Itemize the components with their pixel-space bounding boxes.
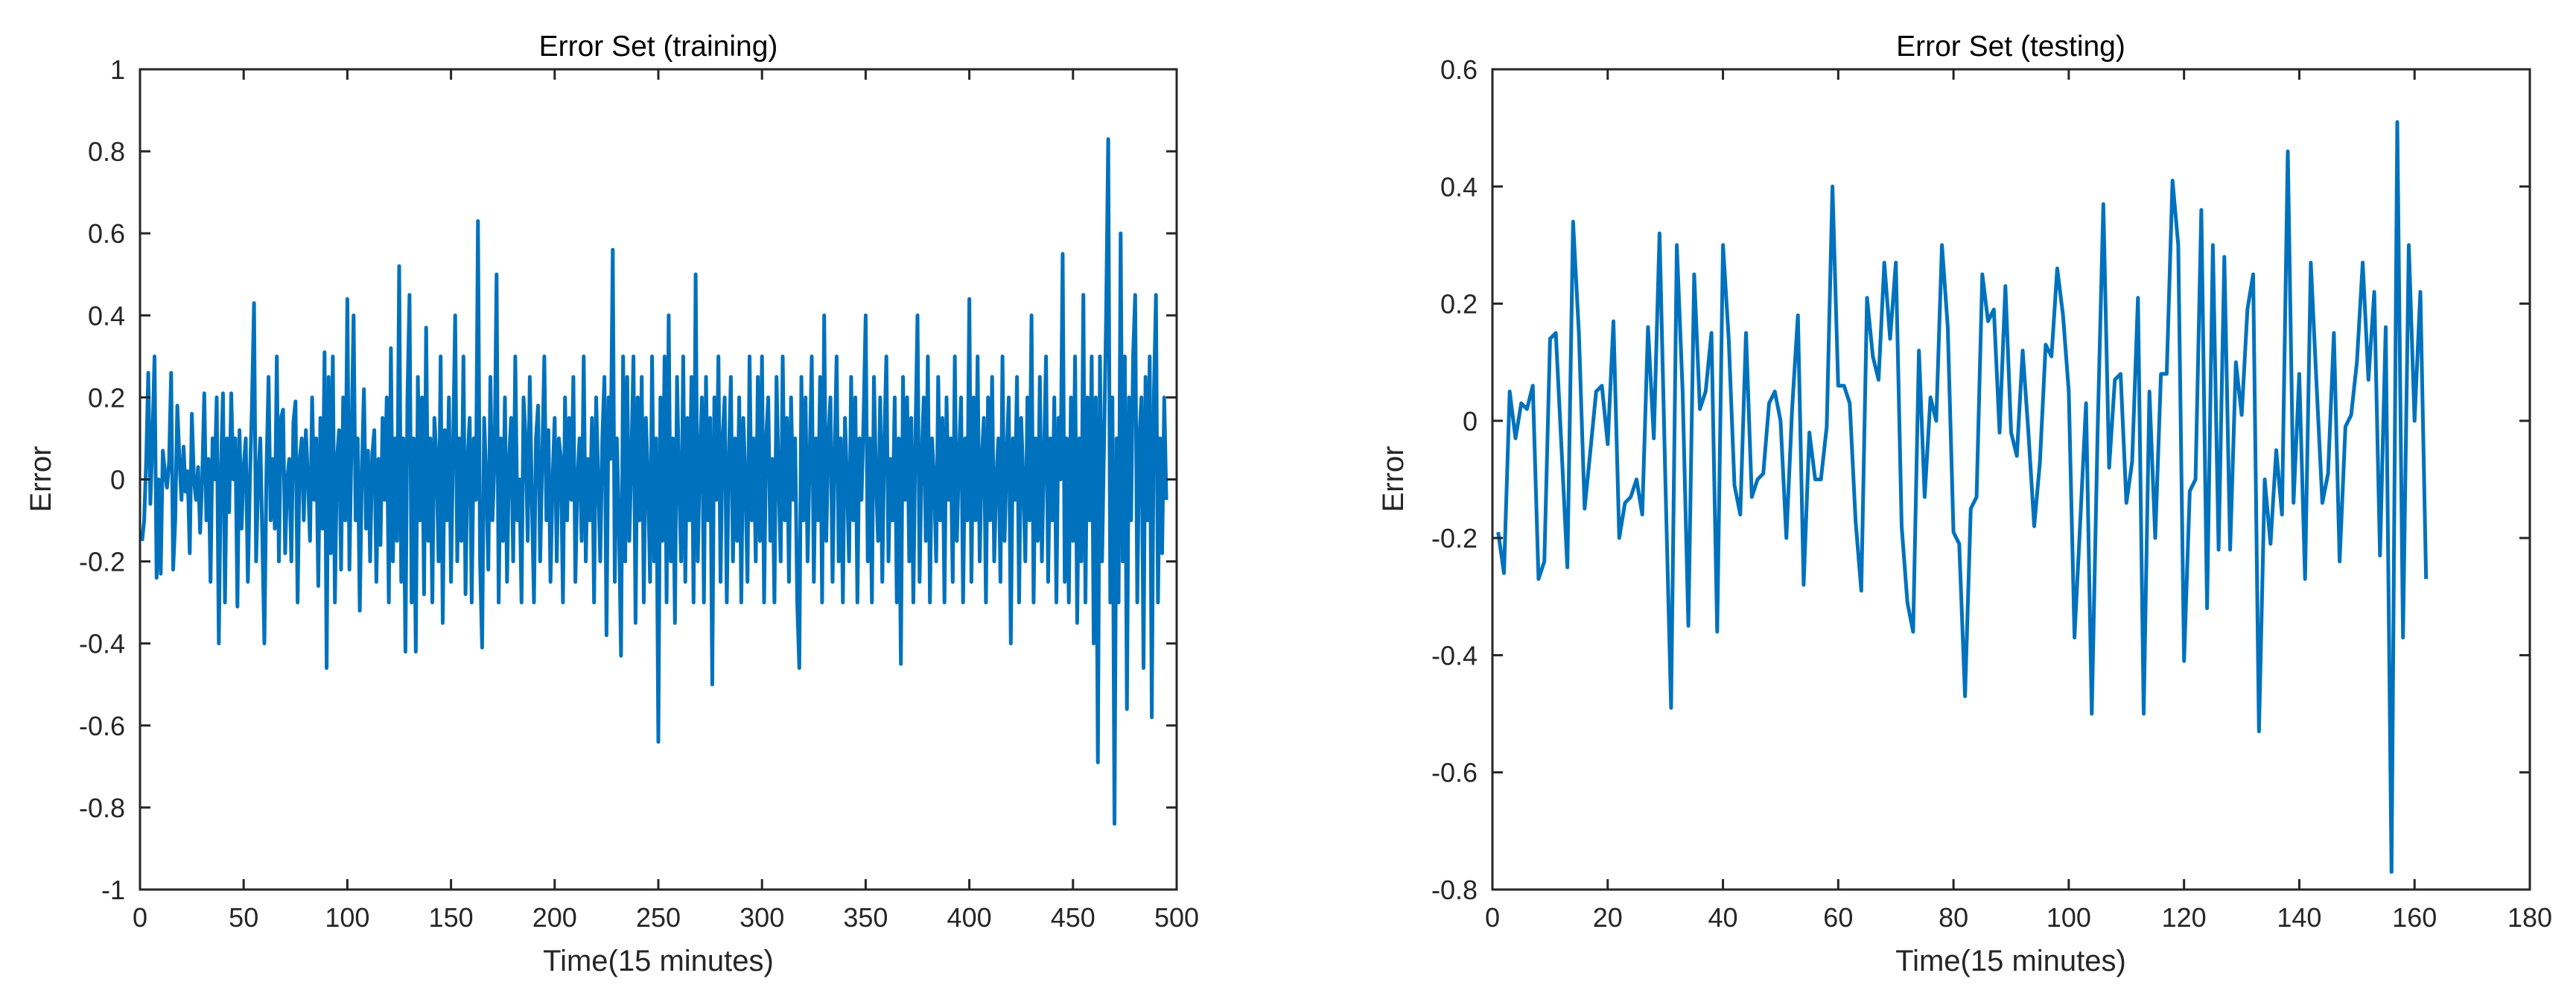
x-tick-label: 0	[133, 902, 147, 933]
x-tick-label: 140	[2277, 902, 2321, 933]
x-tick-label: 350	[843, 902, 888, 933]
x-axis-label: Time(15 minutes)	[543, 945, 774, 977]
x-tick-label: 450	[1051, 902, 1095, 933]
x-tick-label: 60	[1823, 902, 1853, 933]
x-tick-label: 160	[2392, 902, 2437, 933]
error-series-line	[140, 137, 1168, 826]
x-axis-label: Time(15 minutes)	[1895, 945, 2126, 977]
y-tick-label: -0.4	[79, 629, 125, 659]
y-tick-label: -0.6	[1431, 758, 1478, 788]
x-tick-label: 0	[1485, 902, 1500, 933]
y-tick-label: 0.4	[88, 300, 125, 331]
y-tick-label: 1	[110, 54, 125, 85]
y-tick-label: -0.4	[1431, 640, 1478, 671]
axes-box	[1491, 68, 2531, 891]
y-tick-label: -0.6	[79, 711, 125, 741]
x-tick-label: 150	[429, 902, 474, 933]
y-tick-label: -0.2	[79, 547, 125, 577]
y-tick-label: 0.8	[88, 136, 125, 167]
x-tick-label: 300	[740, 902, 784, 933]
y-tick-label: -0.8	[1431, 875, 1478, 905]
x-tick-label: 20	[1593, 902, 1623, 933]
y-tick-label: 0.6	[1440, 54, 1478, 85]
x-tick-label: 80	[1939, 902, 1968, 933]
chart-title: Error Set (training)	[539, 31, 778, 63]
y-tick-label: 0.2	[1440, 289, 1478, 320]
y-tick-label: -0.2	[1431, 523, 1478, 554]
chart-title: Error Set (testing)	[1896, 31, 2125, 63]
y-tick-label: -1	[101, 875, 125, 905]
y-tick-label: 0	[110, 465, 125, 495]
y-axis-label: Error	[1377, 446, 1410, 513]
x-tick-label: 50	[229, 902, 258, 933]
x-tick-label: 40	[1708, 902, 1738, 933]
x-tick-label: 250	[636, 902, 681, 933]
x-tick-label: 500	[1154, 902, 1199, 933]
error-series-line	[1496, 120, 2429, 874]
y-tick-label: 0	[1463, 406, 1478, 437]
x-tick-label: 200	[532, 902, 577, 933]
y-tick-label: 0.2	[88, 382, 125, 413]
y-tick-label: -0.8	[79, 793, 125, 823]
testing-error-chart: Error Set (testing) Time(15 minutes) Err…	[1377, 31, 2552, 977]
x-tick-label: 100	[2047, 902, 2091, 933]
y-tick-label: 0.6	[88, 218, 125, 249]
y-tick-label: 0.4	[1440, 171, 1478, 202]
training-error-chart: Error Set (training) Time(15 minutes) Er…	[25, 31, 1199, 977]
x-tick-label: 120	[2162, 902, 2207, 933]
x-tick-label: 100	[325, 902, 369, 933]
x-tick-label: 180	[2507, 902, 2552, 933]
x-tick-label: 400	[947, 902, 992, 933]
y-axis-label: Error	[25, 446, 57, 513]
